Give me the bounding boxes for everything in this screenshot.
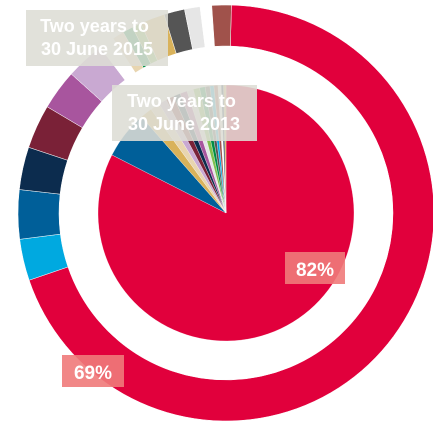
inner-series-label: Two years to 30 June 2013 [112, 85, 257, 141]
outer-series-label-line1: Two years to [40, 16, 149, 36]
outer-slice-0 [28, 4, 433, 422]
outer-series-label-line2: 30 June 2015 [41, 39, 153, 59]
outer-percentage-text: 69% [74, 363, 112, 384]
inner-percentage-label: 82% [285, 252, 345, 284]
outer-slice-15 [211, 4, 232, 47]
inner-series-label-line2: 30 June 2013 [128, 114, 240, 134]
outer-percentage-label: 69% [62, 355, 124, 387]
outer-series-label: Two years to 30 June 2015 [26, 10, 168, 66]
inner-percentage-text: 82% [296, 260, 334, 281]
inner-series-label-line1: Two years to [127, 91, 236, 111]
svg-text:Two years to 30 June 201: Two years to 30 June 2013 [127, 91, 241, 134]
outer-slice-2 [17, 189, 61, 240]
svg-text:Two years to 30 June 201: Two years to 30 June 2015 [40, 16, 154, 59]
